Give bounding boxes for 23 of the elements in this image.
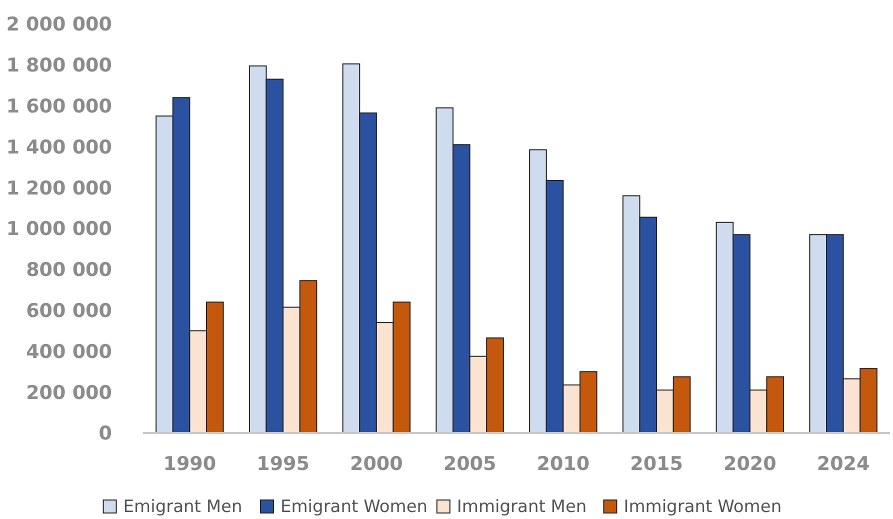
legend-label: Immigrant Men (456, 497, 587, 517)
y-tick-label: 600 000 (26, 300, 112, 322)
y-tick-label: 2 000 000 (6, 14, 112, 36)
x-tick-label: 1995 (256, 453, 310, 475)
x-tick-label: 2020 (723, 453, 776, 475)
y-tick-label: 400 000 (26, 340, 112, 363)
y-tick-label: 1 000 000 (6, 218, 112, 240)
y-tick-label: 1 400 000 (6, 136, 112, 158)
x-tick-label: 1990 (163, 453, 216, 475)
y-tick-label: 800 000 (26, 259, 112, 282)
y-tick-label: 200 000 (26, 382, 112, 404)
legend-label: Immigrant Women (624, 497, 782, 517)
y-tick-label: 0 (98, 422, 112, 445)
x-tick-label: 2015 (630, 453, 684, 475)
y-tick-label: 1 600 000 (6, 95, 112, 118)
y-tick-label: 1 800 000 (6, 54, 112, 77)
x-tick-label: 2024 (816, 453, 870, 475)
y-tick-label: 1 200 000 (6, 177, 112, 200)
legend-label: Emigrant Women (280, 497, 428, 517)
x-tick-label: 2010 (536, 453, 590, 475)
x-tick-label: 2005 (443, 453, 496, 475)
x-tick-label: 2000 (350, 453, 403, 475)
legend-label: Emigrant Men (123, 497, 242, 517)
